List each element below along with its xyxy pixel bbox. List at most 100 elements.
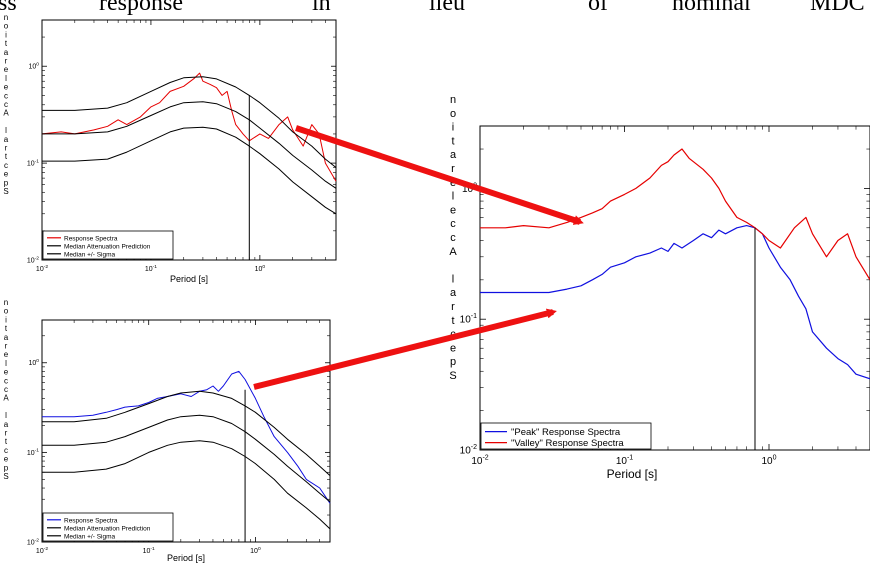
- header-word-5: of: [588, 0, 608, 16]
- y-axis-label-char: c: [4, 100, 8, 109]
- y-axis-label-char: a: [4, 135, 9, 144]
- x-tick-label: 10-1: [616, 455, 633, 468]
- y-tick-label: 100: [28, 358, 39, 367]
- y-axis-label-char: e: [4, 368, 9, 377]
- y-axis-label-char: l: [452, 273, 454, 285]
- arrow-bottom-to-peak: [253, 308, 557, 390]
- legend-box: [42, 512, 174, 542]
- y-axis-label-char: o: [450, 108, 456, 120]
- y-axis-label-char: l: [5, 74, 7, 83]
- y-axis-label-char: c: [4, 161, 8, 170]
- y-tick-label: 10-1: [27, 158, 39, 167]
- x-tick-label: 10-1: [143, 546, 155, 555]
- header-word-7: MDC: [810, 0, 865, 16]
- y-axis-label-char: t: [451, 135, 454, 147]
- x-axis-label: Period [s]: [607, 467, 658, 481]
- x-tick-label: 100: [250, 546, 261, 555]
- y-axis-label-char: S: [3, 472, 8, 481]
- y-axis-label-char: t: [5, 324, 8, 333]
- header-word-3: in: [312, 0, 331, 16]
- legend-entry-label: "Peak" Response Spectra: [511, 427, 621, 438]
- header-word-6: nominal: [672, 0, 751, 16]
- legend-entry-label: "Valley" Response Spectra: [511, 438, 624, 449]
- y-axis-label-char: S: [449, 370, 456, 382]
- x-tick-label: 10-1: [145, 264, 157, 273]
- y-axis-label-char: n: [450, 94, 456, 106]
- y-axis-label-char: e: [4, 170, 9, 179]
- legend-entry-label: Median Attenuation Prediction: [64, 525, 151, 532]
- series-line-2: [42, 76, 337, 168]
- x-axis-label: Period [s]: [170, 274, 208, 284]
- y-axis-label-char: c: [4, 376, 8, 385]
- x-axis-label: Period [s]: [167, 553, 205, 563]
- series-line-0: [41, 72, 337, 182]
- y-tick-label: 10-2: [27, 537, 39, 546]
- y-axis-label-char: A: [3, 394, 9, 403]
- y-axis-label-char: e: [4, 350, 9, 359]
- y-axis-label-char: S: [3, 187, 8, 196]
- y-axis-label-char: a: [450, 149, 457, 161]
- y-axis-label-char: n: [4, 298, 8, 307]
- legend-entry-label: Response Spectra: [64, 235, 118, 242]
- legend-box: [42, 230, 174, 260]
- plot-frame: [41, 19, 337, 261]
- y-tick-label: 100: [28, 62, 39, 71]
- y-axis-label-char: e: [4, 65, 9, 74]
- y-axis-label-char: a: [4, 333, 9, 342]
- series-line-3: [42, 126, 337, 215]
- y-axis-label-char: t: [5, 39, 8, 48]
- y-axis-label-char: r: [5, 342, 8, 351]
- y-axis-label-char: r: [5, 429, 8, 438]
- series-line-2: [42, 414, 331, 503]
- x-tick-label: 100: [761, 455, 776, 468]
- y-axis-label-char: l: [5, 126, 7, 135]
- y-axis-label-char: c: [450, 218, 456, 230]
- y-axis-label-char: r: [5, 57, 8, 66]
- plot-frame: [479, 125, 870, 451]
- x-tick-label: 10-2: [471, 455, 488, 468]
- y-axis-label-char: e: [450, 204, 456, 216]
- y-axis-label-char: l: [5, 359, 7, 368]
- y-axis-label-char: t: [5, 437, 8, 446]
- y-axis-label-char: e: [450, 342, 456, 354]
- series-line-1: [480, 148, 870, 281]
- x-tick-label: 100: [255, 264, 266, 273]
- header-word-4: lieu: [429, 0, 465, 16]
- series-line-3: [42, 440, 331, 530]
- y-axis-label-char: e: [4, 455, 9, 464]
- plot-frame: [41, 319, 331, 543]
- y-axis-label-char: p: [4, 178, 9, 187]
- y-axis-label-char: t: [5, 152, 8, 161]
- legend-entry-label: Median Attenuation Prediction: [64, 243, 151, 250]
- series-line-0: [42, 370, 331, 504]
- header-word-2: response: [99, 0, 183, 16]
- header-word-1: ss: [0, 0, 17, 16]
- y-axis-label-char: c: [4, 385, 8, 394]
- y-tick-label: 10-2: [27, 255, 39, 264]
- y-axis-label-char: c: [4, 91, 8, 100]
- y-axis-label-char: a: [4, 420, 9, 429]
- y-axis-label-char: a: [4, 48, 9, 57]
- y-axis-label-char: r: [5, 144, 8, 153]
- legend-entry-label: Median +/- Sigma: [64, 251, 116, 258]
- y-axis-label-char: o: [4, 22, 9, 31]
- y-axis-label-char: t: [451, 315, 454, 327]
- y-axis-label-char: p: [450, 356, 456, 368]
- y-axis-label-char: A: [3, 109, 9, 118]
- series-line-0: [480, 225, 870, 380]
- y-axis-label-char: c: [450, 232, 456, 244]
- y-axis-label-char: i: [5, 315, 7, 324]
- arrow-top-to-valley: [295, 125, 584, 225]
- y-tick-label: 10-1: [460, 313, 477, 326]
- legend-entry-label: Median +/- Sigma: [64, 533, 116, 540]
- y-axis-label-char: i: [5, 30, 7, 39]
- legend-entry-label: Response Spectra: [64, 517, 118, 524]
- legend-box: [480, 422, 652, 450]
- x-tick-label: 10-2: [36, 546, 48, 555]
- y-axis-label-char: p: [4, 463, 9, 472]
